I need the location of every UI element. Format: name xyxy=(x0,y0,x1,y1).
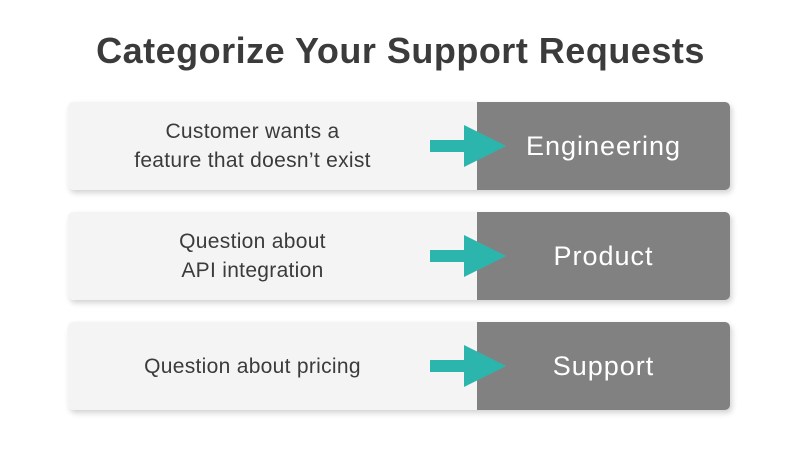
category-box: Product xyxy=(477,212,730,300)
mapping-row-1: Customer wants a feature that doesn’t ex… xyxy=(68,102,730,190)
mapping-row-2: Question about API integration Product xyxy=(68,212,730,300)
request-box: Question about pricing xyxy=(68,322,477,410)
category-box: Support xyxy=(477,322,730,410)
request-text: Question about API integration xyxy=(179,230,326,282)
category-label: Support xyxy=(552,350,655,381)
arrow-right-icon xyxy=(430,342,506,390)
category-box: Engineering xyxy=(477,102,730,190)
arrow-right-icon xyxy=(430,122,506,170)
category-label: Engineering xyxy=(525,130,682,161)
request-text: Question about pricing xyxy=(144,354,361,378)
category-label: Product xyxy=(553,240,654,271)
request-text: Customer wants a feature that doesn’t ex… xyxy=(134,120,371,172)
request-box: Customer wants a feature that doesn’t ex… xyxy=(68,102,477,190)
mapping-row-3: Question about pricing Support xyxy=(68,322,730,410)
diagram-title: Categorize Your Support Requests xyxy=(96,30,705,71)
request-box: Question about API integration xyxy=(68,212,477,300)
arrow-right-icon xyxy=(430,232,506,280)
rows-container: Customer wants a feature that doesn’t ex… xyxy=(68,102,730,432)
